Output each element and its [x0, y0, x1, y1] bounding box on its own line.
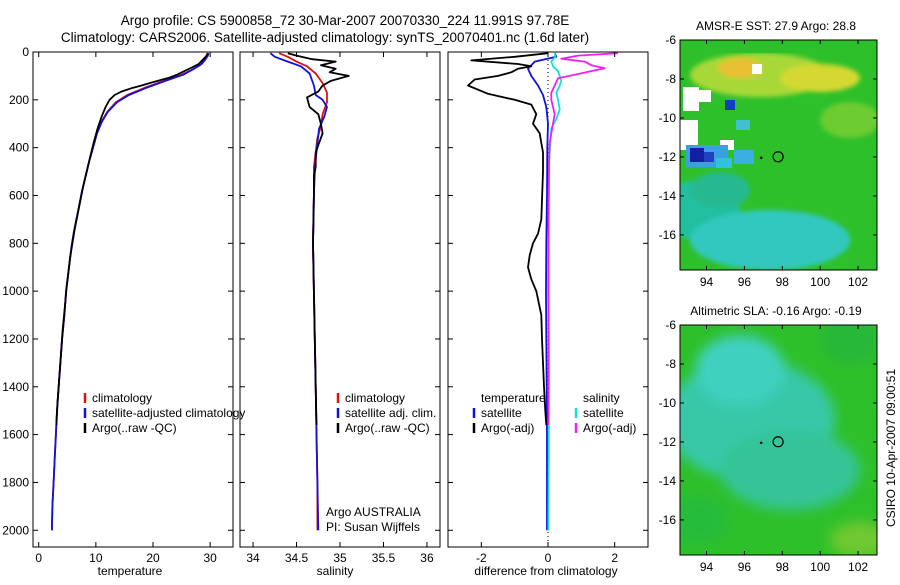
salinity-legend-label-climatology: climatology	[345, 391, 405, 405]
sla-map-x-tick-label: 94	[700, 560, 714, 574]
sla-map-panel: Altimetric SLA: -0.16 Argo: -0.19 94 96 98…	[659, 304, 878, 574]
sst-map-x-tick-label: 102	[848, 275, 868, 289]
sla-map-title: Altimetric SLA: -0.16 Argo: -0.19	[690, 304, 862, 318]
temperature-y-tick-label: 600	[9, 188, 29, 202]
difference-legend-header-salinity: salinity	[583, 391, 620, 405]
sla-map-y-tick-label: -10	[659, 396, 677, 410]
salinity-legend: climatology satellite adj. clim. Argo(..…	[336, 391, 436, 435]
sla-map-y-tick-label: -12	[659, 435, 677, 449]
temperature-legend-label-satellite: satellite-adjusted climatology	[92, 406, 245, 420]
salinity-series-satellite-adj-clim	[269, 52, 328, 531]
temperature-profile-panel: 0 10 20 30 0 200 400 600 800 1000 1200 1400 1600 1800…	[2, 45, 245, 578]
sst-map-x-tick-label: 100	[810, 275, 830, 289]
sst-map-y-tick-label: -6	[665, 33, 676, 47]
temperature-y-tick-label: 1800	[2, 475, 29, 489]
temperature-y-tick-label: 1200	[2, 332, 29, 346]
sst-map-x-tick-label: 98	[776, 275, 790, 289]
temperature-x-tick-label: 0	[35, 551, 42, 565]
sla-map-x-tick-label: 100	[810, 560, 830, 574]
sst-map-frame	[679, 39, 878, 271]
difference-legend-header-temperature: temperature	[481, 391, 546, 405]
salinity-x-tick-label: 34	[246, 551, 260, 565]
difference-x-tick-label: -2	[476, 551, 487, 565]
salinity-series-argo-raw-qc	[287, 52, 350, 426]
sla-map-argo-track-dot	[759, 441, 763, 445]
difference-legend-label-sal-satellite: satellite	[583, 406, 624, 420]
sst-map-y-tick-label: -12	[659, 150, 677, 164]
temperature-legend: climatology satellite-adjusted climatolo…	[83, 391, 245, 435]
temperature-y-tick-label: 0	[22, 45, 29, 59]
difference-series-temperature-argo-adj	[467, 52, 549, 426]
sst-map-title: AMSR-E SST: 27.9 Argo: 28.8	[696, 19, 856, 33]
sla-map-y-tick-label: -6	[665, 318, 676, 332]
temperature-y-tick-label: 1000	[2, 284, 29, 298]
temperature-y-tick-label: 1400	[2, 380, 29, 394]
sla-map-frame	[679, 324, 878, 556]
sst-map-y-tick-label: -8	[665, 72, 676, 86]
salinity-annotation-line-2: PI: Susan Wijffels	[326, 520, 420, 534]
sla-map-y-tick-label: -8	[665, 357, 676, 371]
sst-map-x-tick-label: 94	[700, 275, 714, 289]
sst-map-field	[680, 40, 877, 270]
temperature-y-tick-label: 1600	[2, 428, 29, 442]
sst-map-argo-track-dot	[759, 156, 763, 160]
difference-x-tick-label: 2	[611, 551, 618, 565]
sst-map-x-tick-label: 96	[738, 275, 752, 289]
credit-stamp: CSIRO 10-Apr-2007 09:00:51	[884, 369, 898, 527]
salinity-annotation-line-1: Argo AUSTRALIA	[326, 505, 421, 519]
salinity-profile-panel: 34 34.5 35 35.5 36 salinity climatology sate…	[239, 51, 441, 578]
salinity-x-tick-label: 36	[420, 551, 434, 565]
temperature-plot-frame	[32, 51, 234, 548]
difference-x-axis-label: difference from climatology	[474, 564, 617, 578]
temperature-y-tick-label: 2000	[2, 523, 29, 537]
sla-map-argo-location-marker	[772, 436, 784, 448]
sst-map-panel: AMSR-E SST: 27.9 Argo: 28.8	[659, 19, 878, 289]
difference-legend: temperature salinity satellite Argo(-adj…	[472, 391, 636, 435]
temperature-y-tick-label: 400	[9, 141, 29, 155]
temperature-series-argo-raw-qc	[55, 52, 210, 426]
sla-map-y-tick-label: -16	[659, 513, 677, 527]
temperature-x-tick-label: 30	[203, 551, 217, 565]
salinity-legend-label-satellite: satellite adj. clim.	[345, 406, 436, 420]
difference-legend-label-temp-satellite: satellite	[481, 406, 522, 420]
temperature-series-satellite-adjusted-climatology	[51, 53, 210, 531]
difference-legend-label-sal-argo: Argo(-adj)	[583, 421, 636, 435]
sla-map-x-tick-label: 96	[738, 560, 752, 574]
difference-legend-label-temp-argo: Argo(-adj)	[481, 421, 534, 435]
temperature-legend-label-argo: Argo(..raw -QC)	[92, 421, 177, 435]
salinity-legend-label-argo: Argo(..raw -QC)	[345, 421, 430, 435]
sla-map-y-tick-label: -14	[659, 474, 677, 488]
temperature-x-tick-label: 10	[89, 551, 103, 565]
salinity-x-tick-label: 35	[333, 551, 347, 565]
difference-profile-panel: -2 0 2 difference from climatology tempera…	[447, 51, 649, 578]
temperature-y-tick-label: 800	[9, 236, 29, 250]
difference-series-salinity-satellite	[547, 53, 563, 531]
sst-map-argo-location-marker	[772, 151, 784, 163]
sla-map-x-tick-label: 102	[848, 560, 868, 574]
figure-title-line-2: Climatology: CARS2006. Satellite-adjuste…	[61, 30, 589, 45]
sst-map-y-tick-label: -10	[659, 111, 677, 125]
salinity-x-axis-label: salinity	[317, 564, 354, 578]
sla-map-field	[680, 325, 877, 555]
temperature-x-axis-label: temperature	[98, 564, 163, 578]
sst-map-y-tick-label: -16	[659, 228, 677, 242]
sla-map-x-tick-label: 98	[776, 560, 790, 574]
temperature-series-climatology	[51, 52, 209, 531]
sst-map-y-tick-label: -14	[659, 189, 677, 203]
temperature-legend-label-climatology: climatology	[92, 391, 152, 405]
figure-title-line-1: Argo profile: CS 5900858_72 30-Mar-2007 …	[121, 13, 570, 28]
salinity-x-tick-label: 34.5	[285, 551, 309, 565]
temperature-y-tick-label: 200	[9, 93, 29, 107]
temperature-x-tick-label: 20	[146, 551, 160, 565]
difference-x-tick-label: 0	[545, 551, 552, 565]
salinity-x-tick-label: 35.5	[372, 551, 396, 565]
salinity-plot-frame	[239, 51, 441, 548]
difference-series-salinity-argo-adj	[547, 52, 619, 426]
